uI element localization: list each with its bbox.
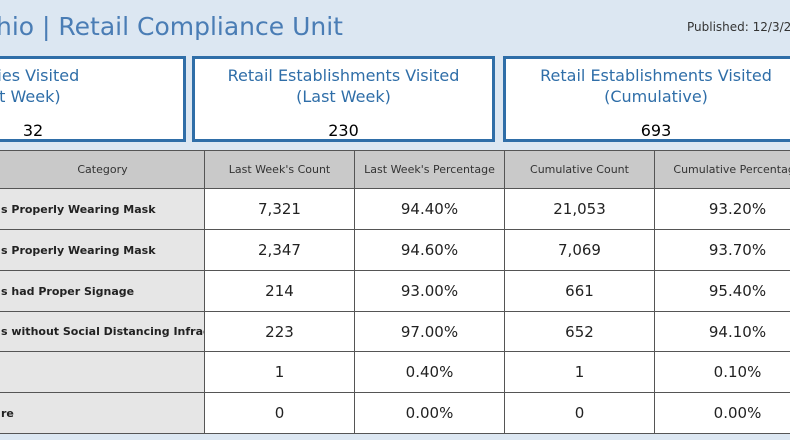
table-cell: 94.10% (654, 311, 790, 352)
kpi-label: (Cumulative) (604, 87, 708, 106)
row-category: s Properly Wearing Mask (0, 229, 205, 271)
kpi-label: ast Week) (0, 87, 61, 106)
column-header: Cumulative Percentage (654, 150, 790, 189)
table-cell: 661 (504, 270, 655, 312)
row-category: s had Proper Signage (0, 270, 205, 312)
row-category: s without Social Distancing Infractions (0, 311, 205, 352)
table-cell: 93.20% (654, 188, 790, 230)
table-cell: 7,069 (504, 229, 655, 271)
table-cell: 94.40% (354, 188, 505, 230)
table-cell: 0.10% (654, 351, 790, 393)
table-cell: 93.70% (654, 229, 790, 271)
kpi-card: Retail Establishments Visited (Last Week)… (192, 56, 495, 142)
table-cell: 1 (504, 351, 655, 393)
kpi-value: 230 (328, 121, 359, 140)
table-cell: 95.40% (654, 270, 790, 312)
table-cell: 0 (504, 392, 655, 434)
table-cell: 0.00% (354, 392, 505, 434)
row-category: re (0, 392, 205, 434)
kpi-label: (Last Week) (296, 87, 391, 106)
table-cell: 93.00% (354, 270, 505, 312)
kpi-value: 32 (22, 121, 44, 140)
column-header: Cumulative Count (504, 150, 655, 189)
published-date: Published: 12/3/202 (687, 20, 790, 34)
kpi-card: nties Visited ast Week) 32 (0, 56, 186, 142)
kpi-label: Retail Establishments Visited (227, 66, 460, 85)
table-cell: 0.40% (354, 351, 505, 393)
table-cell: 214 (204, 270, 355, 312)
table-cell: 21,053 (504, 188, 655, 230)
table-cell: 94.60% (354, 229, 505, 271)
kpi-label: nties Visited (0, 66, 80, 85)
column-header: Last Week's Percentage (354, 150, 505, 189)
column-header: Category (0, 150, 205, 189)
table-cell: 2,347 (204, 229, 355, 271)
table-cell: 223 (204, 311, 355, 352)
row-category (0, 351, 205, 393)
table-cell: 7,321 (204, 188, 355, 230)
column-header: Last Week's Count (204, 150, 355, 189)
table-cell: 1 (204, 351, 355, 393)
title: hio | Retail Compliance Unit (0, 12, 343, 41)
table-cell: 0.00% (654, 392, 790, 434)
table-cell: 0 (204, 392, 355, 434)
table-cell: 652 (504, 311, 655, 352)
kpi-value: 693 (640, 121, 672, 140)
kpi-label: Retail Establishments Visited (540, 66, 772, 85)
row-category: s Properly Wearing Mask (0, 188, 205, 230)
table-cell: 97.00% (354, 311, 505, 352)
kpi-card: Retail Establishments Visited (Cumulative… (503, 56, 790, 142)
